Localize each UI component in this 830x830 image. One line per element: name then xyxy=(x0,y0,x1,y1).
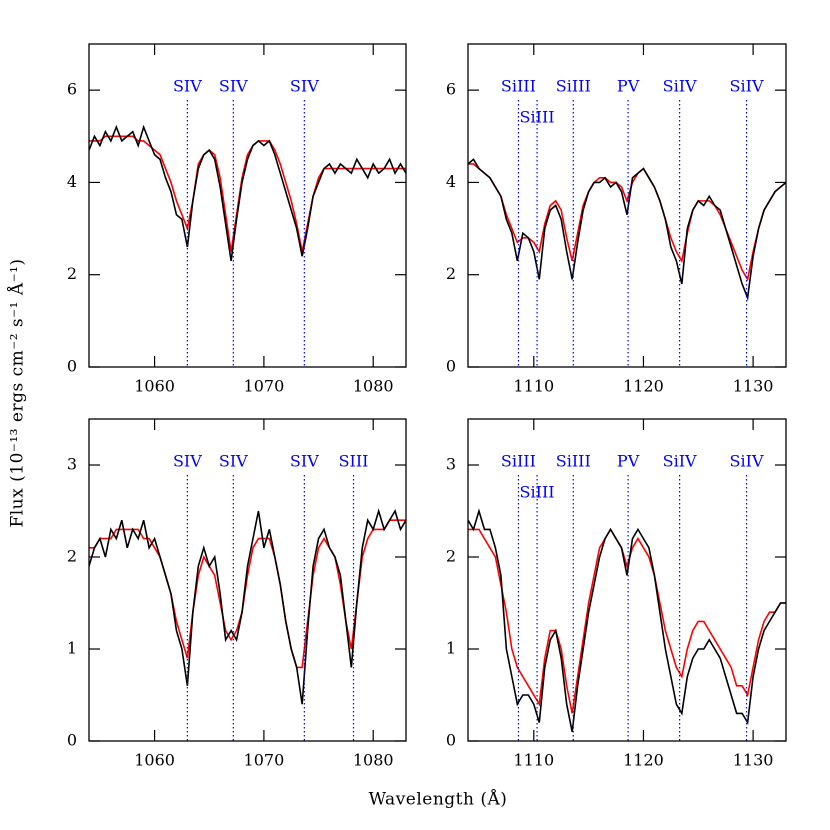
spectrum-line xyxy=(468,163,786,282)
y-tick-label: 0 xyxy=(446,731,456,750)
spectrum-line xyxy=(468,508,786,732)
x-tick-label: 1130 xyxy=(733,377,774,396)
line-label: SiIV xyxy=(730,77,764,96)
y-tick-label: 2 xyxy=(446,264,456,283)
y-tick-label: 3 xyxy=(67,455,77,474)
frame xyxy=(88,43,407,368)
y-tick-label: 0 xyxy=(67,357,77,376)
spectrum-line xyxy=(89,124,406,261)
spectrum-line xyxy=(89,508,406,705)
y-tick-label: 0 xyxy=(446,357,456,376)
x-tick-label: 1070 xyxy=(244,377,285,396)
line-label: SiIV xyxy=(663,452,697,471)
line-label: SiIII xyxy=(501,452,536,471)
spectrum-line xyxy=(89,135,406,252)
y-tick-label: 4 xyxy=(446,172,456,191)
x-tick-label: 1080 xyxy=(353,377,394,396)
spectrum-line xyxy=(468,527,786,714)
spectrum-line xyxy=(468,158,786,301)
x-tick-label: 1070 xyxy=(244,751,285,770)
line-label: SiIII xyxy=(520,108,555,127)
x-tick-label: 1110 xyxy=(513,377,554,396)
line-label: SIV xyxy=(219,77,248,96)
y-tick-label: 6 xyxy=(67,80,77,99)
line-label: SIV xyxy=(173,452,202,471)
line-label: SiIII xyxy=(556,452,591,471)
x-tick-label: 1080 xyxy=(353,751,394,770)
line-label: PV xyxy=(617,77,640,96)
line-label: PV xyxy=(617,452,640,471)
x-tick-label: 1060 xyxy=(134,751,175,770)
spectrum-line xyxy=(89,519,406,669)
panel: SIV SIV SIV SIII 1060 1070 1080 0 1 2 3 xyxy=(67,418,407,770)
y-tick-label: 2 xyxy=(67,547,77,566)
y-tick-label: 2 xyxy=(446,547,456,566)
line-label: SiIV xyxy=(730,452,764,471)
line-label: SiIII xyxy=(501,77,536,96)
x-tick-label: 1110 xyxy=(513,751,554,770)
line-label: SIV xyxy=(290,77,319,96)
frame xyxy=(88,418,407,742)
x-axis-title: Wavelength (Å) xyxy=(369,789,508,810)
line-label: SIII xyxy=(339,452,369,471)
y-axis-title: Flux (10⁻¹³ ergs cm⁻² s⁻¹ Å⁻¹) xyxy=(7,258,28,527)
line-label: SiIII xyxy=(520,483,555,502)
line-label: SiIV xyxy=(663,77,697,96)
y-tick-label: 6 xyxy=(446,80,456,99)
line-label: SiIII xyxy=(556,77,591,96)
y-tick-label: 0 xyxy=(67,731,77,750)
x-tick-label: 1060 xyxy=(134,377,175,396)
line-label: SIV xyxy=(219,452,248,471)
x-tick-label: 1130 xyxy=(733,751,774,770)
frame xyxy=(467,418,787,742)
y-tick-label: 2 xyxy=(67,264,77,283)
panel: SIV SIV SIV 1060 1070 1080 0 2 4 6 xyxy=(67,43,407,396)
y-tick-label: 3 xyxy=(446,455,456,474)
frame xyxy=(467,43,787,368)
line-label: SIV xyxy=(290,452,319,471)
x-tick-label: 1120 xyxy=(623,751,664,770)
y-tick-label: 1 xyxy=(67,639,77,658)
x-tick-label: 1120 xyxy=(623,377,664,396)
y-tick-label: 1 xyxy=(446,639,456,658)
line-label: SIV xyxy=(173,77,202,96)
y-tick-label: 4 xyxy=(67,172,77,191)
